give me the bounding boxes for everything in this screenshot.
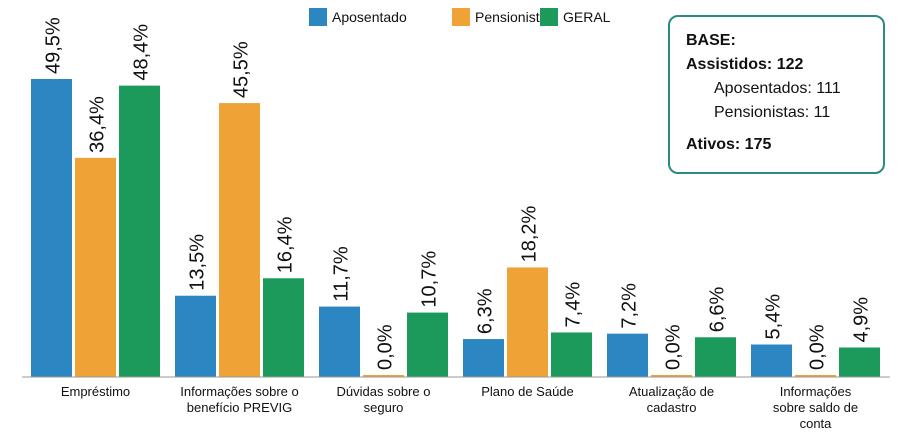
value-label: 0,0% xyxy=(807,324,829,370)
bar xyxy=(263,278,304,377)
bar xyxy=(651,375,692,377)
value-label: 11,7% xyxy=(331,246,353,301)
bar xyxy=(463,339,504,377)
value-label: 0,0% xyxy=(375,324,397,370)
value-label: 5,4% xyxy=(763,294,785,340)
bar xyxy=(839,347,880,377)
bar xyxy=(31,79,72,377)
value-label: 36,4% xyxy=(87,96,109,153)
legend-label: Aposentado xyxy=(332,9,407,25)
value-label: 16,4% xyxy=(275,216,297,273)
annotation: Assistidos: 122 xyxy=(686,56,804,73)
bar xyxy=(695,337,736,377)
bar xyxy=(795,375,836,377)
legend-label: Pensionista xyxy=(475,9,548,25)
base-box: BASE: Assistidos: 122 Aposentados: 111 P… xyxy=(668,15,885,174)
bar xyxy=(175,295,216,377)
x-tick-label: Informações sobre o benefício PREVIG xyxy=(180,384,299,415)
bar xyxy=(319,306,360,377)
value-label: 6,3% xyxy=(475,288,497,334)
value-label: 7,4% xyxy=(563,282,585,328)
bar xyxy=(507,267,548,377)
bar xyxy=(219,103,260,377)
bar xyxy=(75,157,116,377)
value-label: 4,9% xyxy=(851,297,873,343)
annotation: BASE: xyxy=(686,32,736,49)
value-label: 6,6% xyxy=(707,286,729,332)
value-label: 48,4% xyxy=(131,24,153,81)
value-label: 18,2% xyxy=(519,206,541,263)
bar xyxy=(363,375,404,377)
legend-swatch xyxy=(309,8,327,26)
value-label: 7,2% xyxy=(619,283,641,329)
legend-label: GERAL xyxy=(563,9,611,25)
x-tick-label: Empréstimo xyxy=(60,384,131,399)
bar xyxy=(551,332,592,377)
x-tick-label: Dúvidas sobre o seguro xyxy=(336,384,431,415)
bar xyxy=(751,344,792,377)
value-label: 49,5% xyxy=(43,17,65,74)
value-label: 0,0% xyxy=(663,324,685,370)
x-tick-label: Atualização de cadastro xyxy=(628,384,715,415)
value-label: 10,7% xyxy=(419,251,441,308)
legend-swatch xyxy=(540,8,558,26)
annotation: Aposentados: 111 xyxy=(714,80,841,97)
bar xyxy=(407,312,448,377)
annotation: Pensionistas: 11 xyxy=(714,104,831,121)
legend-swatch xyxy=(452,8,470,26)
annotation: Ativos: 175 xyxy=(686,136,772,153)
x-tick-label: Plano de Saúde xyxy=(481,384,574,399)
bar xyxy=(119,85,160,377)
bar xyxy=(607,333,648,377)
x-tick-label: Informações sobre saldo de conta xyxy=(772,384,859,431)
value-label: 45,5% xyxy=(231,41,253,98)
value-label: 13,5% xyxy=(187,234,209,291)
